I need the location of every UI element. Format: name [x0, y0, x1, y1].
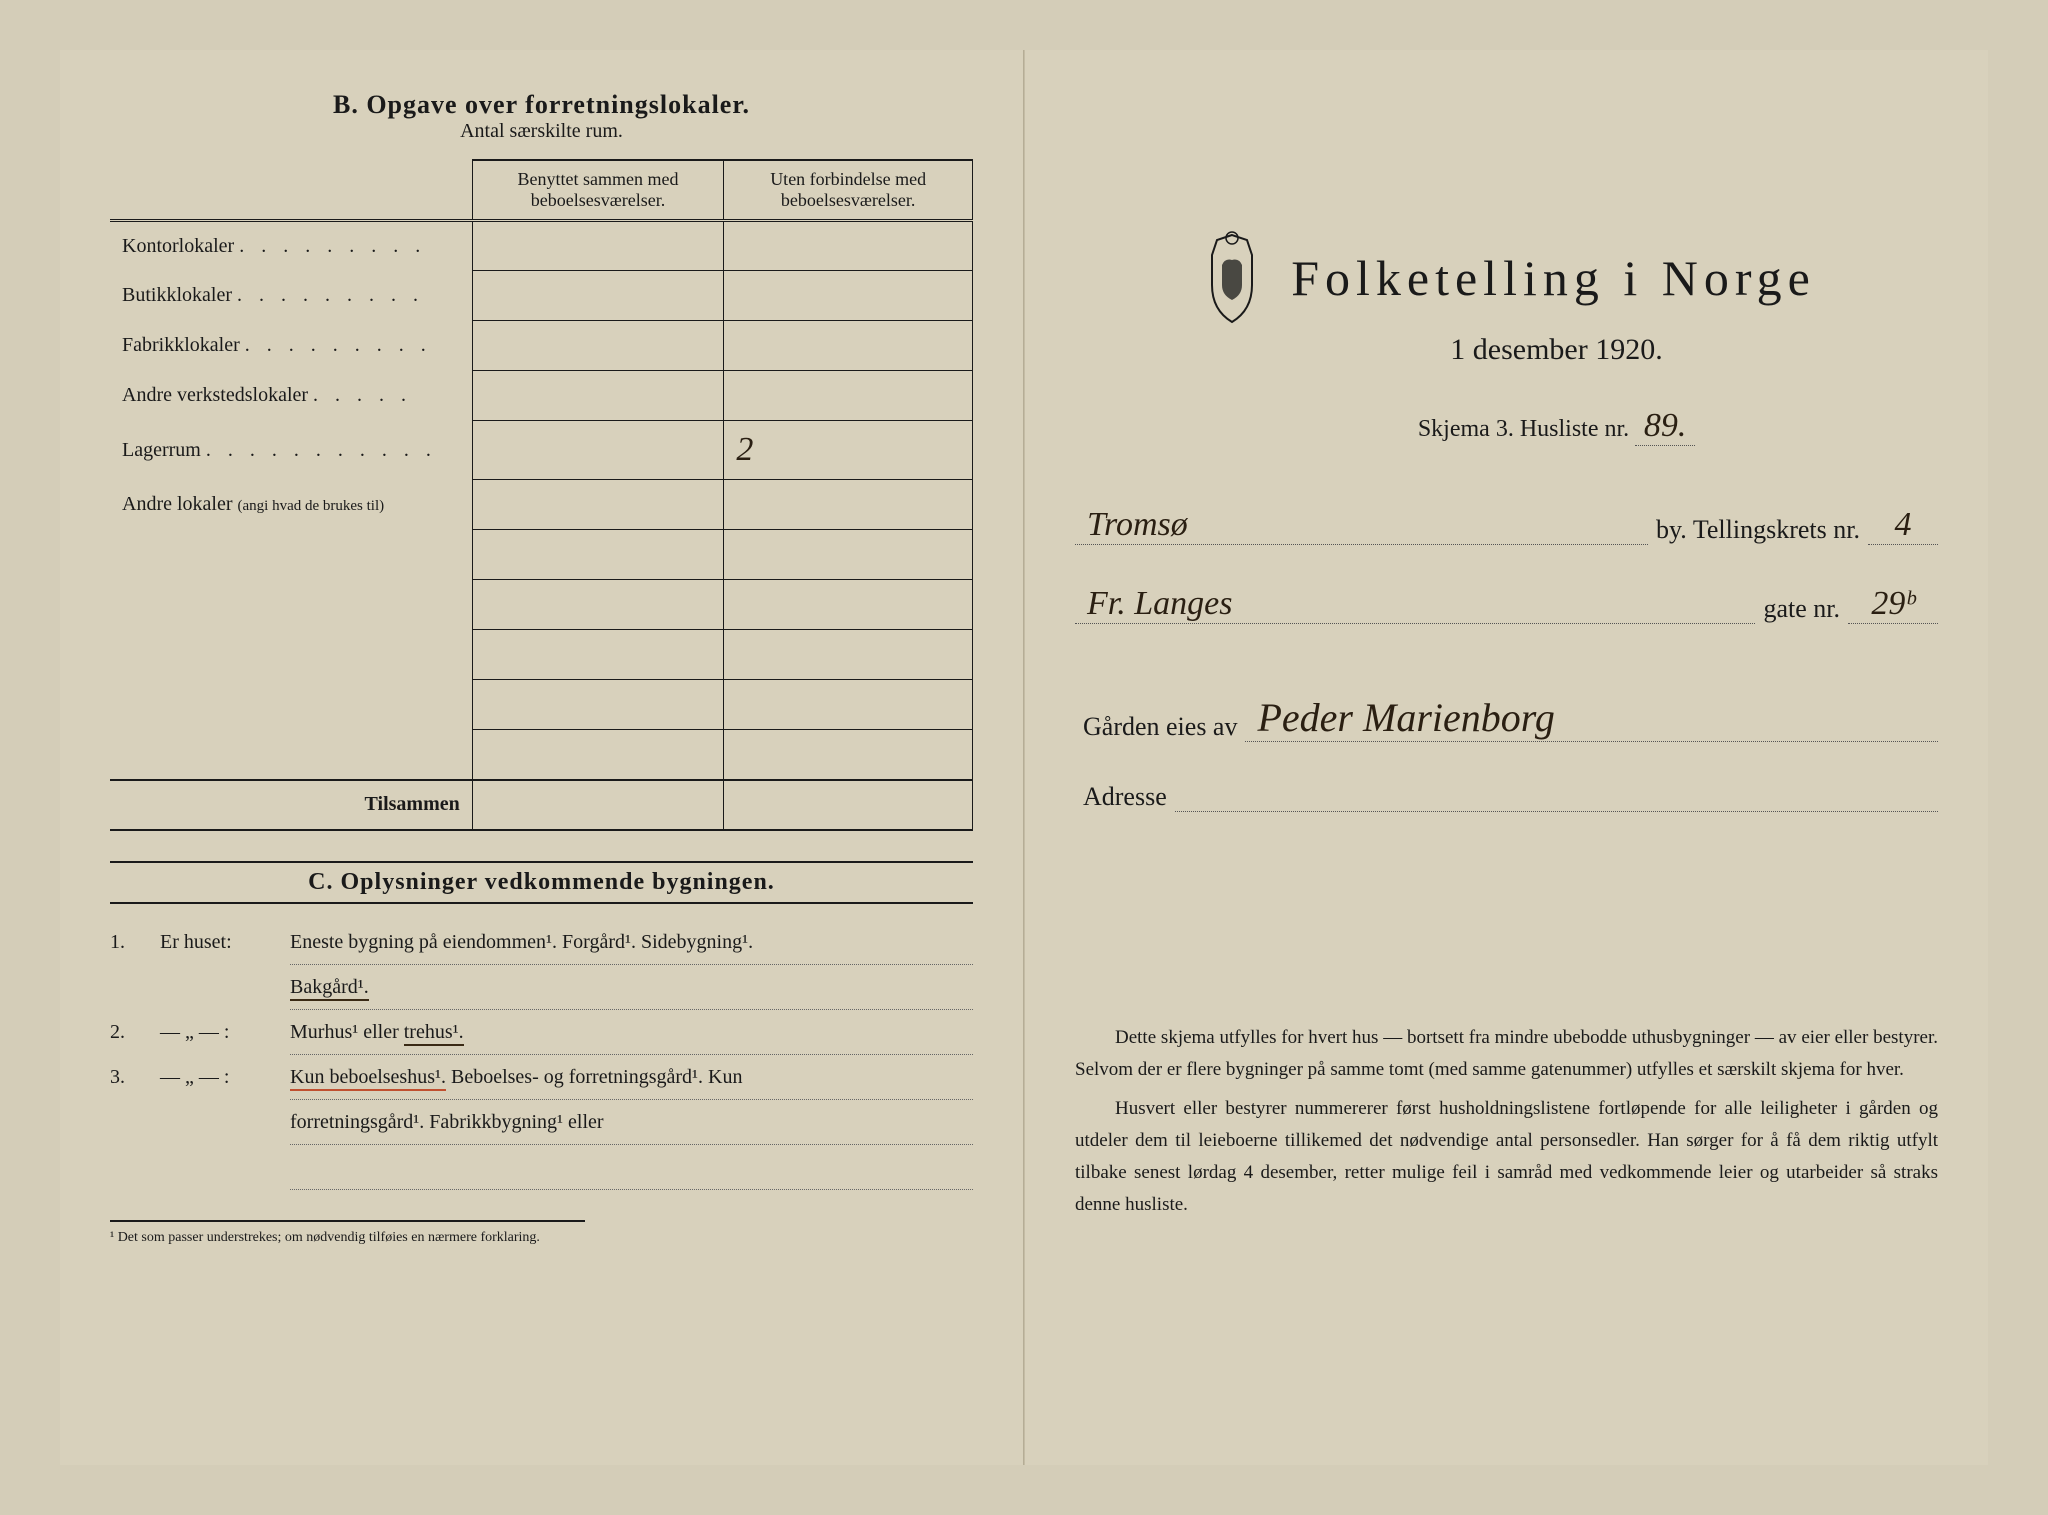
- cell-col1: [472, 421, 724, 480]
- city-value: Tromsø: [1075, 506, 1648, 545]
- table-row: [110, 680, 973, 730]
- address-value: [1175, 811, 1938, 812]
- table-row: Fabrikklokaler . . . . . . . . .: [110, 321, 973, 371]
- gate-nr: 29ᵇ: [1848, 585, 1938, 624]
- table-row: Andre lokaler (angi hvad de brukes til): [110, 480, 973, 530]
- table-row: Kontorlokaler . . . . . . . . .: [110, 221, 973, 271]
- right-page: Folketelling i Norge 1 desember 1920. Sk…: [1024, 50, 1988, 1465]
- q2-num: 2.: [110, 1010, 140, 1055]
- col-header-2: Uten forbindelse med beboelsesværelser.: [724, 160, 973, 221]
- cell-col1: [472, 221, 724, 271]
- coat-of-arms-icon: [1197, 230, 1267, 325]
- gate-label: gate nr.: [1755, 594, 1848, 624]
- cell-col1: [472, 580, 724, 630]
- section-c: C. Oplysninger vedkommende bygningen. 1.…: [110, 861, 973, 1190]
- section-c-title: C. Oplysninger vedkommende bygningen.: [110, 861, 973, 904]
- q1-label: Er huset:: [160, 920, 270, 965]
- section-b-title: B. Opgave over forretningslokaler.: [110, 90, 973, 120]
- sum-row: Tilsammen: [110, 780, 973, 830]
- cell-col2: [724, 580, 973, 630]
- row-label: [110, 530, 472, 580]
- instructions: Dette skjema utfylles for hvert hus — bo…: [1075, 1022, 1938, 1222]
- owner-value: Peder Marienborg: [1245, 694, 1938, 742]
- cell-col2: [724, 530, 973, 580]
- business-premises-table: Benyttet sammen med beboelsesværelser. U…: [110, 159, 973, 831]
- instructions-p2: Husvert eller bestyrer nummererer først …: [1075, 1093, 1938, 1222]
- cell-col2: [724, 321, 973, 371]
- cell-col1: [472, 321, 724, 371]
- schema-line: Skjema 3. Husliste nr. 89.: [1175, 407, 1938, 446]
- cell-col1: [472, 680, 724, 730]
- row-label: Andre lokaler (angi hvad de brukes til): [110, 480, 472, 530]
- q2-label: — „ — :: [160, 1010, 270, 1055]
- q1-text-b: Bakgård¹.: [290, 965, 973, 1010]
- cell-col2: [724, 221, 973, 271]
- sum-col2: [724, 780, 973, 830]
- table-row: [110, 730, 973, 780]
- table-row: Butikklokaler . . . . . . . . .: [110, 271, 973, 321]
- cell-col2: [724, 480, 973, 530]
- census-date: 1 desember 1920.: [1175, 333, 1938, 367]
- address-label: Adresse: [1075, 782, 1175, 812]
- cell-col2: [724, 371, 973, 421]
- sum-label: Tilsammen: [110, 780, 472, 830]
- q2-text: Murhus¹ eller trehus¹.: [290, 1010, 973, 1055]
- cell-col2: [724, 630, 973, 680]
- q3-text-a: Kun beboelseshus¹. Beboelses- og forretn…: [290, 1055, 973, 1100]
- form-fields: Tromsø by. Tellingskrets nr. 4 Fr. Lange…: [1075, 506, 1938, 812]
- row-label: [110, 580, 472, 630]
- left-page: B. Opgave over forretningslokaler. Antal…: [60, 50, 1024, 1465]
- row-label: Andre verkstedslokaler . . . . .: [110, 371, 472, 421]
- street-value: Fr. Langes: [1075, 585, 1755, 624]
- row-label: Kontorlokaler . . . . . . . . .: [110, 221, 472, 271]
- row-label: Lagerrum . . . . . . . . . . .: [110, 421, 472, 480]
- cell-col1: [472, 271, 724, 321]
- row-label: [110, 630, 472, 680]
- col-header-1: Benyttet sammen med beboelsesværelser.: [472, 160, 724, 221]
- row-label: [110, 680, 472, 730]
- husliste-nr: 89.: [1635, 407, 1695, 446]
- cell-col1: [472, 480, 724, 530]
- cell-col2: [724, 680, 973, 730]
- cell-col2: [724, 730, 973, 780]
- by-label: by. Tellingskrets nr.: [1648, 515, 1868, 545]
- main-title: Folketelling i Norge: [1291, 249, 1816, 307]
- q3-num: 3.: [110, 1055, 140, 1100]
- cell-col1: [472, 730, 724, 780]
- cell-col2: [724, 271, 973, 321]
- table-row: [110, 580, 973, 630]
- q1-text-a: Eneste bygning på eiendommen¹. Forgård¹.…: [290, 920, 973, 965]
- footnote: ¹ Det som passer understrekes; om nødven…: [110, 1220, 585, 1246]
- table-row: [110, 630, 973, 680]
- table-row: Lagerrum . . . . . . . . . . . 2: [110, 421, 973, 480]
- instructions-p1: Dette skjema utfylles for hvert hus — bo…: [1075, 1022, 1938, 1087]
- q3-blank: [290, 1145, 973, 1190]
- row-label: Fabrikklokaler . . . . . . . . .: [110, 321, 472, 371]
- row-label: Butikklokaler . . . . . . . . .: [110, 271, 472, 321]
- cell-col1: [472, 371, 724, 421]
- table-row: Andre verkstedslokaler . . . . .: [110, 371, 973, 421]
- row-label: [110, 730, 472, 780]
- owner-label: Gården eies av: [1075, 712, 1245, 742]
- section-b-subtitle: Antal særskilte rum.: [110, 120, 973, 143]
- title-row: Folketelling i Norge: [1075, 230, 1938, 325]
- krets-nr: 4: [1868, 506, 1938, 545]
- table-row: [110, 530, 973, 580]
- cell-col2: 2: [724, 421, 973, 480]
- cell-col1: [472, 630, 724, 680]
- sum-col1: [472, 780, 724, 830]
- cell-col1: [472, 530, 724, 580]
- q3-label: — „ — :: [160, 1055, 270, 1100]
- q3-text-c: forretningsgård¹. Fabrikkbygning¹ eller: [290, 1100, 973, 1145]
- q1-num: 1.: [110, 920, 140, 965]
